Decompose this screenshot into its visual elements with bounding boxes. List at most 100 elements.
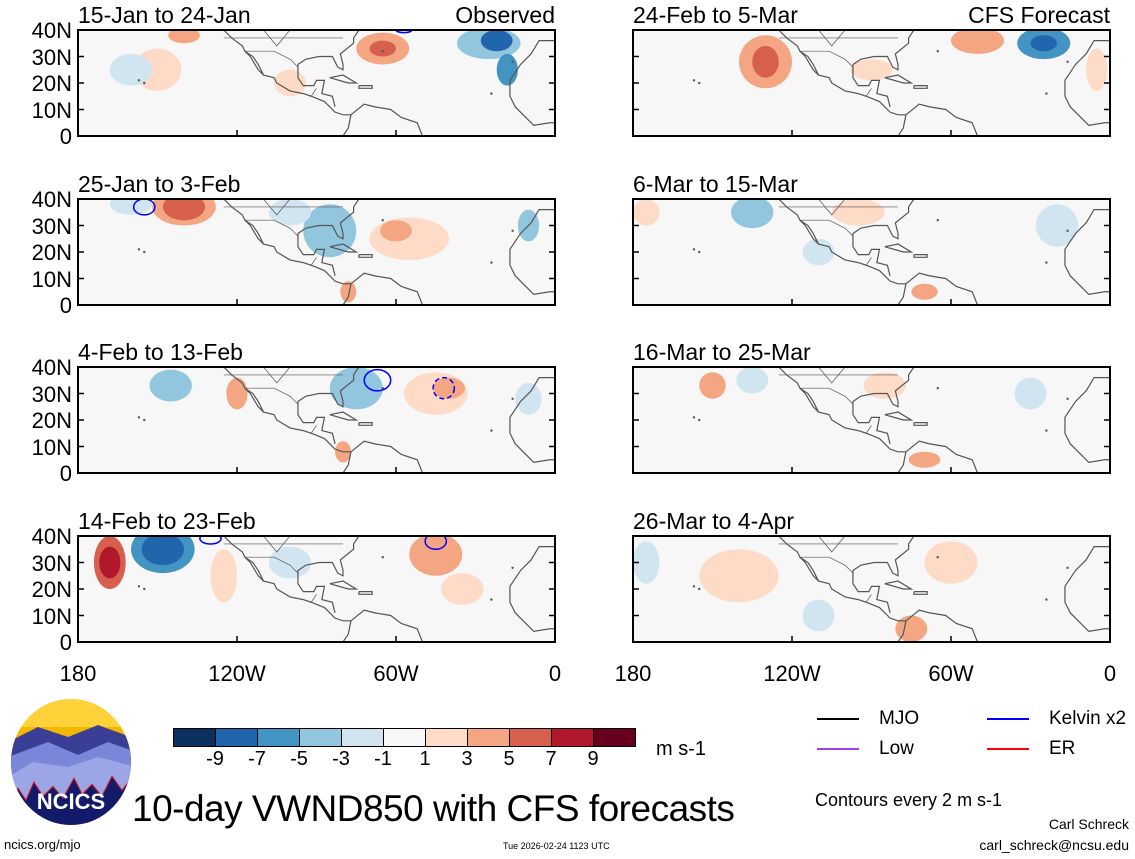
coastline (244, 219, 264, 245)
anomaly-patch (141, 536, 184, 566)
panel-title: 6-Mar to 15-Mar (633, 171, 798, 197)
coastline (263, 536, 291, 553)
coastline (263, 199, 291, 216)
colorbar-tick-label: 9 (587, 748, 599, 770)
island (137, 248, 141, 251)
lat-tick-label: 10N (31, 434, 72, 460)
coastline (884, 243, 914, 253)
island (381, 219, 384, 222)
anomaly-patch (924, 541, 978, 584)
island (1045, 92, 1048, 95)
email[interactable]: carl_schreck@ncsu.edu (979, 837, 1129, 853)
colorbar-swatch (593, 729, 635, 746)
coastline (244, 556, 264, 582)
anomaly-patch (433, 377, 465, 399)
panel-title: 25-Jan to 3-Feb (78, 171, 241, 197)
colorbar-swatch (551, 729, 593, 746)
lat-tick-label: 0 (59, 124, 72, 149)
legend-line-mjo (817, 718, 859, 720)
island (137, 585, 141, 588)
colorbar-tick-label: -9 (206, 748, 224, 770)
coastline (865, 88, 872, 97)
kelvin-contour (432, 376, 456, 400)
lat-tick-label: 10N (31, 603, 72, 629)
lat-tick-label: 0 (59, 293, 72, 318)
anomaly-patch (340, 281, 357, 303)
coastline (799, 50, 854, 68)
legend-label: ER (1049, 738, 1076, 759)
anomaly-patch (369, 217, 449, 260)
colorbar-tick-label: -5 (290, 748, 308, 770)
coastline (350, 440, 424, 473)
lat-tick-label: 10N (31, 97, 72, 123)
coastline (818, 536, 846, 553)
coastline (852, 536, 915, 613)
anomaly-patch (109, 199, 153, 215)
legend-label: Low (879, 738, 914, 759)
panel-title: 16-Mar to 25-Mar (633, 339, 811, 365)
panel-title: 14-Feb to 23-Feb (78, 508, 256, 534)
island (936, 219, 939, 222)
anomaly-patch (802, 599, 835, 632)
coastline (852, 367, 915, 444)
coastline (263, 30, 291, 47)
lat-tick-label: 40N (31, 355, 72, 380)
colorbar-swatch (383, 729, 425, 746)
anomaly-patch (736, 367, 769, 394)
colorbar-tick-label: 5 (503, 748, 515, 770)
site-link[interactable]: ncics.org/mjo (4, 837, 81, 852)
panel-tag: CFS Forecast (968, 2, 1110, 28)
anomaly-patch (515, 382, 542, 415)
island (698, 418, 701, 422)
lat-tick-label: 20N (31, 240, 72, 265)
anomaly-patch (1035, 204, 1079, 247)
lon-tick-label: 120W (763, 661, 821, 686)
lat-tick-label: 10N (31, 266, 72, 292)
island (1045, 598, 1048, 601)
anomaly-patch (329, 367, 383, 410)
coastline (913, 422, 928, 426)
anomaly-patch (633, 541, 660, 584)
anomaly-patch (752, 45, 779, 78)
anomaly-patch (633, 199, 660, 226)
island (490, 598, 493, 601)
colorbar-tick-label: -3 (332, 748, 350, 770)
anomaly-patch (951, 30, 1004, 54)
lon-tick-label: 180 (59, 661, 97, 686)
lat-tick-label: 20N (31, 408, 72, 433)
coastline (852, 30, 915, 107)
author: Carl Schreck (1048, 816, 1129, 832)
coastline (865, 425, 872, 434)
lat-tick-label: 0 (59, 630, 72, 655)
kelvin-contour (199, 536, 222, 545)
island (511, 566, 514, 569)
map-panel (77, 29, 556, 137)
panel-title: 4-Feb to 13-Feb (78, 339, 243, 365)
coastline (310, 594, 317, 603)
coastline (329, 411, 359, 421)
anomaly-patch (1086, 48, 1108, 91)
coastline (263, 367, 291, 384)
colorbar-units: m s-1 (656, 738, 706, 760)
anomaly-patch (699, 549, 779, 603)
colorbar-tick-label: 1 (419, 748, 431, 770)
coastline (329, 74, 359, 84)
colorbar-swatch (257, 729, 299, 746)
anomaly-patch (908, 451, 941, 468)
coastline (1064, 545, 1110, 633)
colorbar-swatch (215, 729, 257, 746)
panel-title: 15-Jan to 24-Jan (78, 2, 251, 28)
coastline (913, 85, 928, 89)
island (698, 587, 701, 591)
colorbar (173, 728, 636, 747)
anomaly-patch (380, 220, 412, 242)
kelvin-contour (424, 536, 448, 550)
coastline (358, 422, 373, 426)
lat-tick-label: 30N (31, 381, 72, 407)
coastline (799, 387, 819, 413)
lat-tick-label: 20N (31, 577, 72, 602)
anomaly-patch (149, 369, 192, 402)
lat-tick-label: 30N (31, 213, 72, 239)
island (381, 50, 384, 53)
anomaly-patch (731, 199, 774, 229)
